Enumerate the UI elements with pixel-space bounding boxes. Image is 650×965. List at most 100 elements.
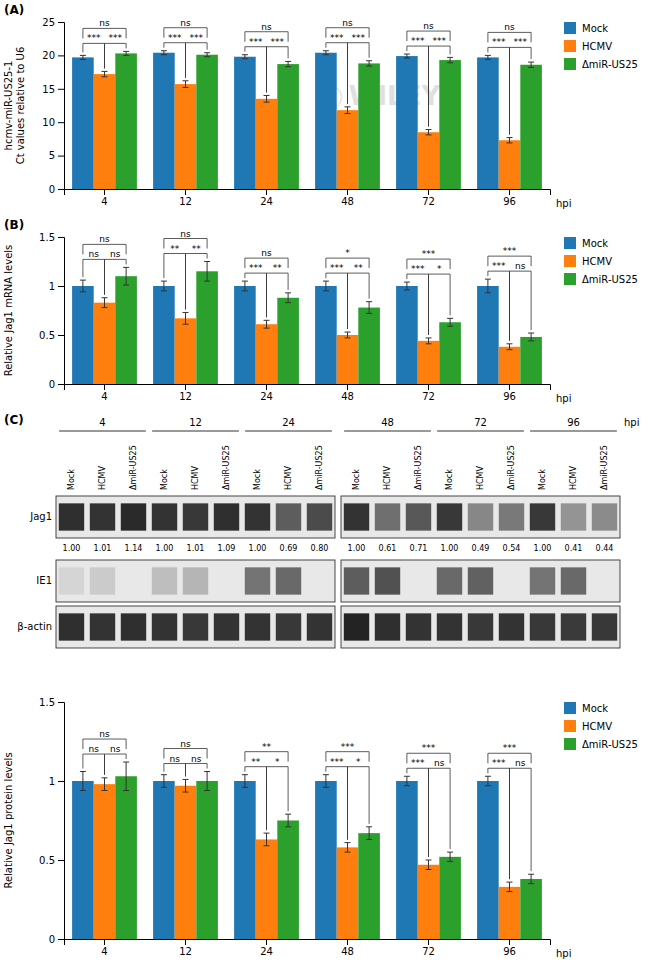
significance-label: * <box>345 248 350 258</box>
significance-label: ** <box>262 742 272 752</box>
error-bar <box>507 138 513 143</box>
bar <box>520 337 542 384</box>
legend-label: Mock <box>582 703 608 714</box>
band <box>307 567 332 594</box>
error-line <box>450 852 451 861</box>
error-cap <box>183 779 189 780</box>
significance-bracket <box>407 768 429 857</box>
error-bar <box>507 882 513 891</box>
error-line <box>531 874 532 883</box>
tick-mark <box>58 156 64 157</box>
error-line <box>369 61 370 66</box>
error-line <box>325 775 326 788</box>
band <box>344 613 369 640</box>
bar <box>196 781 218 939</box>
error-cap <box>183 312 189 313</box>
panel-title: (C) <box>4 413 24 427</box>
legend-label: Mock <box>582 23 608 34</box>
band <box>90 567 115 594</box>
error-cap <box>123 267 129 268</box>
band <box>375 503 400 530</box>
error-bar <box>123 51 129 55</box>
x-tick: 48 <box>341 189 354 207</box>
error-cap <box>264 833 270 834</box>
error-cap <box>426 860 432 861</box>
error-bar <box>507 344 513 350</box>
axis-line <box>65 190 551 196</box>
legend-item: ΔmiR-US25 <box>564 273 638 285</box>
error-bar <box>485 776 491 785</box>
significance-bracket <box>326 752 369 762</box>
band <box>437 613 462 640</box>
error-cap <box>161 281 167 282</box>
x-axis-label: hpi <box>624 417 639 428</box>
quantification-label: 1.00 <box>249 544 267 553</box>
tick-label: 4 <box>101 196 107 207</box>
error-cap <box>507 349 513 350</box>
legend-item: HCMV <box>564 255 612 267</box>
quantification-label: 0.54 <box>503 544 521 553</box>
error-bar <box>242 55 248 59</box>
error-cap <box>345 337 351 338</box>
plot: 00.511.541224487296hpiRelative Jag1 mRNA… <box>3 229 638 405</box>
error-cap <box>404 54 410 55</box>
error-line <box>266 320 267 328</box>
error-cap <box>264 102 270 103</box>
significance-bracket <box>245 258 288 268</box>
band <box>59 567 84 594</box>
x-tick: 72 <box>422 189 435 207</box>
error-bar <box>366 302 372 314</box>
significance-label: ns <box>169 754 180 764</box>
bar <box>315 286 337 384</box>
timepoint-label: 4 <box>99 417 105 428</box>
significance-bracket <box>164 239 207 249</box>
significance-label: *** <box>168 33 182 43</box>
significance-label: *** <box>422 249 436 259</box>
significance-bracket <box>326 273 348 329</box>
bars <box>72 51 542 189</box>
series <box>94 784 521 939</box>
x-axis-label: hpi <box>556 948 571 959</box>
tick-mark <box>266 384 267 390</box>
error-bar <box>161 281 167 291</box>
timepoint-label: 48 <box>381 417 394 428</box>
bar <box>396 781 418 939</box>
bar <box>439 857 461 939</box>
timepoint-line <box>245 431 332 432</box>
bar <box>277 821 299 940</box>
significance-label: ns <box>261 248 272 258</box>
legend-swatch <box>564 720 576 732</box>
quantification-label: 1.01 <box>187 544 205 553</box>
bar <box>358 308 380 384</box>
x-tick: 24 <box>260 189 273 207</box>
tick-label: 0.5 <box>39 330 55 341</box>
bar <box>499 887 521 939</box>
tick-mark <box>347 939 348 945</box>
error-cap <box>123 51 129 52</box>
band <box>406 503 431 530</box>
error-cap <box>404 282 410 283</box>
error-cap <box>102 307 108 308</box>
tick-mark <box>509 384 510 390</box>
significance-bracket <box>510 768 532 879</box>
bar <box>153 286 175 384</box>
x-axis: 41224487296 <box>65 189 551 207</box>
y-tick: 0 <box>49 184 64 195</box>
error-line <box>207 262 208 282</box>
significance-bracket <box>326 43 348 104</box>
error-bar <box>204 53 210 57</box>
band <box>59 503 84 530</box>
significance-bracket <box>164 764 186 777</box>
band <box>592 503 617 530</box>
blot-background <box>56 560 335 602</box>
band <box>468 613 493 640</box>
legend-label: Mock <box>582 238 608 249</box>
error-bar <box>264 95 270 102</box>
y-tick: 25 <box>42 17 64 28</box>
bar <box>315 781 337 939</box>
sample-label: Mock <box>253 469 262 490</box>
significance-bracket <box>245 32 288 42</box>
x-tick: 96 <box>503 939 516 957</box>
quantification-label: 1.00 <box>156 544 174 553</box>
error-cap <box>447 861 453 862</box>
